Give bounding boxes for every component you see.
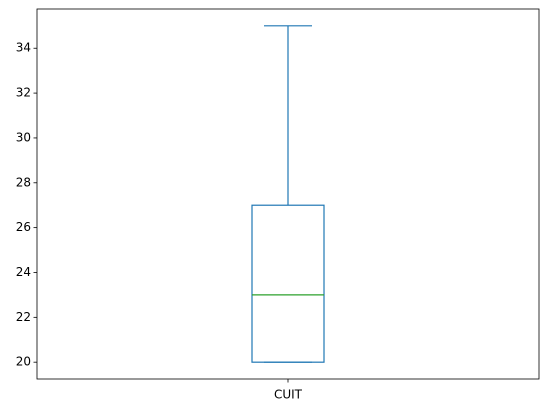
y-tick-label: 24 bbox=[16, 265, 31, 279]
box-iqr bbox=[251, 204, 325, 363]
y-tick-label: 22 bbox=[16, 310, 31, 324]
x-tick-label: CUIT bbox=[274, 388, 303, 402]
y-tick-label: 28 bbox=[16, 175, 31, 189]
axes-frame bbox=[36, 8, 540, 380]
y-tick-label: 32 bbox=[16, 86, 31, 100]
y-tick-label: 26 bbox=[16, 220, 31, 234]
y-tick-label: 30 bbox=[16, 130, 31, 144]
y-tick-label: 20 bbox=[16, 355, 31, 369]
y-tick-label: 34 bbox=[16, 41, 31, 55]
